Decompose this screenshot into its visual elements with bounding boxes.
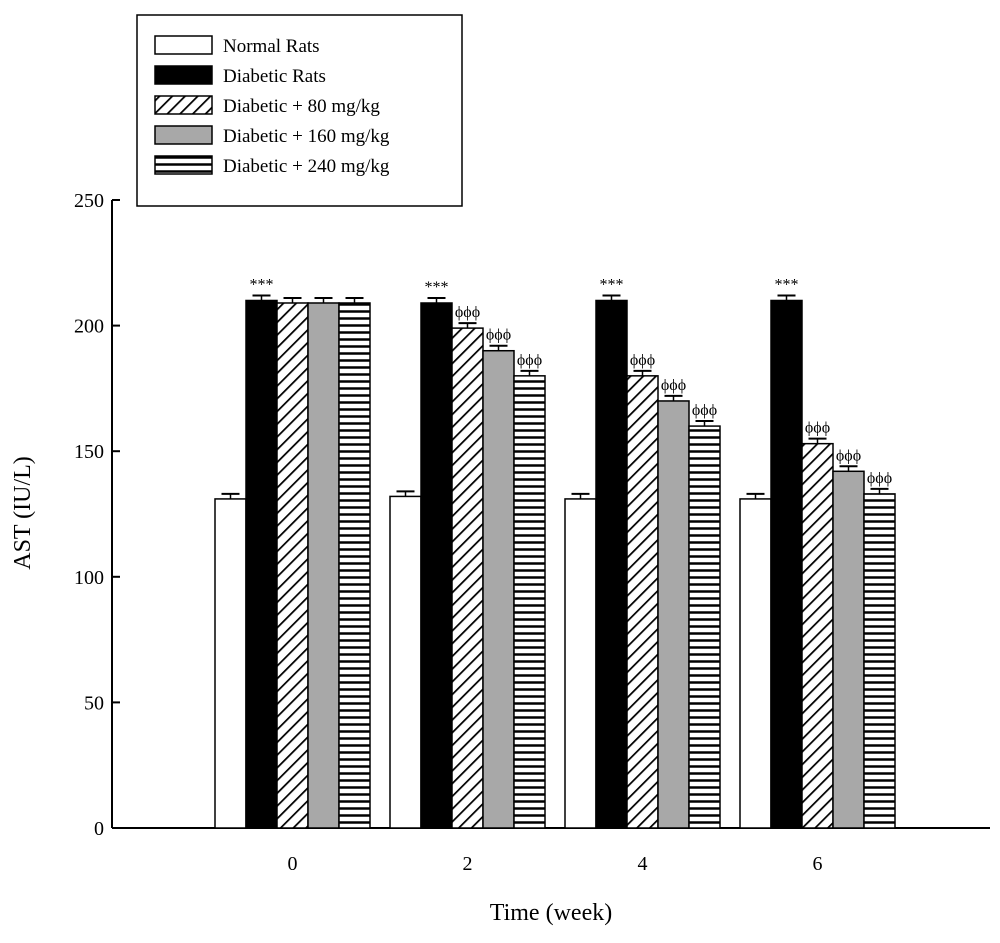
- legend-label: Diabetic Rats: [223, 66, 326, 87]
- y-tick-label: 100: [74, 567, 104, 589]
- y-axis-label: AST (IU/L): [10, 456, 36, 570]
- legend-swatch: [154, 125, 213, 145]
- legend: Normal Rats Diabetic Rats Diabetic + 80 mg…: [136, 14, 463, 207]
- bar: [688, 425, 721, 829]
- significance-label: ***: [425, 279, 449, 296]
- bar: [863, 493, 896, 829]
- y-tick-label: 150: [74, 441, 104, 463]
- bar: [338, 302, 371, 829]
- bar: [564, 498, 597, 829]
- bar: [214, 498, 247, 829]
- significance-label: ϕϕϕ: [661, 377, 686, 394]
- bar: [739, 498, 772, 829]
- bar: [307, 302, 340, 829]
- bar: [595, 299, 628, 829]
- x-tick-label: 6: [813, 853, 823, 875]
- legend-swatch: [154, 65, 213, 85]
- bars-group: [214, 294, 896, 829]
- significance-label: ***: [600, 276, 624, 293]
- y-tick-label: 250: [74, 190, 104, 212]
- bar: [276, 302, 309, 829]
- legend-label: Diabetic + 160 mg/kg: [223, 126, 390, 147]
- bar: [657, 400, 690, 829]
- significance-label: ϕϕϕ: [692, 402, 717, 419]
- bar: [801, 442, 834, 829]
- bar: [245, 299, 278, 829]
- significance-label: ϕϕϕ: [630, 352, 655, 369]
- significance-label: ϕϕϕ: [517, 352, 542, 369]
- significance-label: ϕϕϕ: [836, 447, 861, 464]
- bar: [420, 302, 453, 829]
- significance-label: ϕϕϕ: [805, 420, 830, 437]
- bar: [513, 375, 546, 829]
- y-tick-label: 200: [74, 316, 104, 338]
- bar: [451, 327, 484, 829]
- bar: [482, 349, 515, 829]
- significance-label: ***: [775, 276, 799, 293]
- bar: [626, 375, 659, 829]
- significance-label: ϕϕϕ: [486, 327, 511, 344]
- legend-label: Diabetic + 80 mg/kg: [223, 96, 380, 117]
- x-tick-label: 4: [638, 853, 648, 875]
- y-tick-label: 50: [84, 692, 104, 714]
- significance-label: ϕϕϕ: [867, 470, 892, 487]
- legend-swatch: [154, 35, 213, 55]
- legend-swatch: [154, 95, 213, 115]
- x-tick-label: 0: [288, 853, 298, 875]
- legend-swatch: [154, 155, 213, 175]
- bar: [770, 299, 803, 829]
- y-tick-label: 0: [94, 818, 104, 840]
- legend-label: Normal Rats: [223, 36, 320, 57]
- x-axis-label: Time (week): [490, 900, 612, 926]
- legend-label: Diabetic + 240 mg/kg: [223, 156, 390, 177]
- significance-label: ***: [250, 276, 274, 293]
- bar: [389, 495, 422, 829]
- bar: [832, 470, 865, 829]
- significance-label: ϕϕϕ: [455, 304, 480, 321]
- x-tick-label: 2: [463, 853, 473, 875]
